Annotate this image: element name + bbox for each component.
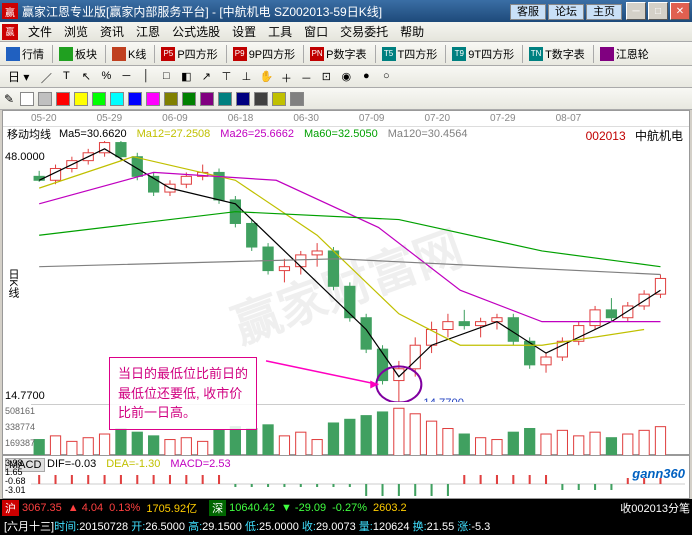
menu-工具[interactable]: 工具 [262, 23, 298, 41]
hu-change: ▲ 4.04 [68, 502, 103, 514]
draw-arw-icon[interactable]: ↗ [198, 69, 214, 85]
draw-lbl-icon[interactable]: ◧ [178, 69, 194, 85]
menu-icon: 赢 [2, 24, 18, 40]
draw-circ-icon[interactable]: ○ [378, 69, 394, 85]
color-swatch[interactable] [218, 92, 232, 106]
hu-pct: 0.13% [109, 502, 140, 514]
color-swatch[interactable] [200, 92, 214, 106]
menu-窗口[interactable]: 窗口 [298, 23, 334, 41]
color-swatch[interactable] [146, 92, 160, 106]
header-客服-button[interactable]: 客服 [510, 4, 546, 20]
tb-板块[interactable]: 板块 [55, 44, 101, 64]
draw-line-icon[interactable]: ／ [38, 69, 54, 85]
menu-资讯[interactable]: 资讯 [94, 23, 130, 41]
draw-hline-icon[interactable]: ─ [118, 69, 134, 85]
annotation-box: 当日的最低位比前日的最低位还要低, 收市价比前一日高。 [109, 357, 257, 430]
header-主页-button[interactable]: 主页 [586, 4, 622, 20]
hu-vol: 1705.92亿 [146, 500, 197, 516]
window-title: 赢家江恩专业版[赢家内部服务平台] - [中航机电 SZ002013-59日K线… [22, 3, 510, 20]
tb-9T四方形[interactable]: T99T四方形 [448, 44, 518, 64]
gann-logo: gann360 [632, 466, 685, 481]
toolbar-main: 行情板块 K线 P5P四方形 P99P四方形 PNP数字表 T5T四方形 T99T四方形 TN… [0, 42, 692, 66]
color-swatch[interactable] [272, 92, 286, 106]
period-selector[interactable]: 日 ▾ [4, 67, 33, 86]
statusbar-indices: 沪 3067.35 ▲ 4.04 0.13% 1705.92亿 深 10640.… [0, 499, 692, 517]
shen-index: 10640.42 [229, 502, 275, 514]
draw-hand-icon[interactable]: ✋ [258, 69, 274, 85]
menu-江恩[interactable]: 江恩 [130, 23, 166, 41]
color-swatch[interactable] [74, 92, 88, 106]
hu-badge: 沪 [2, 500, 19, 516]
minimize-button[interactable]: ─ [626, 2, 646, 20]
macd-panel[interactable]: MACD DIF=-0.03DEA=-1.30MACD=2.53 3.981.6… [2, 455, 690, 499]
toolbar-colors: ✎ [0, 88, 692, 110]
shen-badge: 深 [209, 500, 226, 516]
color-swatch[interactable] [20, 92, 34, 106]
ma-label: 移动均线 [7, 126, 51, 142]
chart-type-label: 日K线 [5, 268, 21, 297]
menu-交易委托[interactable]: 交易委托 [334, 23, 394, 41]
draw-box-icon[interactable]: □ [158, 69, 174, 85]
color-swatch[interactable] [182, 92, 196, 106]
color-swatch[interactable] [110, 92, 124, 106]
header-论坛-button[interactable]: 论坛 [548, 4, 584, 20]
shen-change: ▼ -29.09 [281, 502, 326, 514]
maximize-button[interactable]: □ [648, 2, 668, 20]
draw-vline-icon[interactable]: │ [138, 69, 154, 85]
tb-T四方形[interactable]: T5T四方形 [378, 44, 442, 64]
tb-江恩轮[interactable]: 江恩轮 [596, 44, 653, 64]
tb-P数字表[interactable]: PNP数字表 [306, 44, 370, 64]
color-swatch[interactable] [92, 92, 106, 106]
draw-zoomout-icon[interactable]: － [298, 69, 314, 85]
close-button[interactable]: ✕ [670, 2, 690, 20]
macd-values: DIF=-0.03DEA=-1.30MACD=2.53 [47, 458, 241, 470]
shen-pct: -0.27% [332, 502, 367, 514]
draw-ll-icon[interactable]: ⊥ [238, 69, 254, 85]
color-swatch[interactable] [236, 92, 250, 106]
draw-pct-icon[interactable]: % [98, 69, 114, 85]
pen-icon: ✎ [4, 92, 14, 106]
draw-dot-icon[interactable]: ● [358, 69, 374, 85]
statusbar-ohlc: [六月十三] 时间:20150728 开:26.5000 高:29.1500 低… [0, 517, 692, 535]
menu-浏览[interactable]: 浏览 [58, 23, 94, 41]
toolbar-draw: 日 ▾ ／T↖%─│□◧↗⊤⊥✋＋－⊡◉●○ [0, 66, 692, 88]
tb-T数字表[interactable]: TNT数字表 [525, 44, 589, 64]
color-swatch[interactable] [56, 92, 70, 106]
tb-行情[interactable]: 行情 [2, 44, 48, 64]
menu-文件[interactable]: 文件 [22, 23, 58, 41]
tb-P四方形[interactable]: P5P四方形 [157, 44, 221, 64]
draw-hl-icon[interactable]: ⊤ [218, 69, 234, 85]
draw-text-icon[interactable]: T [58, 69, 74, 85]
date-axis: 05-2005-2906-0906-1806-3007-0907-2007-29… [3, 111, 689, 127]
menu-设置[interactable]: 设置 [226, 23, 262, 41]
tb-9P四方形[interactable]: P99P四方形 [229, 44, 299, 64]
status-right: 收002013分笔 [620, 500, 690, 516]
color-swatch[interactable] [128, 92, 142, 106]
draw-cursor-icon[interactable]: ↖ [78, 69, 94, 85]
date-prefix: [六月十三] [4, 518, 54, 534]
menu-公式选股[interactable]: 公式选股 [166, 23, 226, 41]
menubar: 赢 文件浏览资讯江恩公式选股设置工具窗口交易委托帮助 [0, 22, 692, 42]
tb-K线[interactable]: K线 [108, 44, 150, 64]
color-swatch[interactable] [38, 92, 52, 106]
chart-area[interactable]: 赢家财富网 05-2005-2906-0906-1806-3007-0907-2… [2, 110, 690, 455]
color-swatch[interactable] [164, 92, 178, 106]
svg-text:14.7700: 14.7700 [423, 397, 464, 402]
draw-zoomin-icon[interactable]: ＋ [278, 69, 294, 85]
color-swatch[interactable] [254, 92, 268, 106]
titlebar: 赢 赢家江恩专业版[赢家内部服务平台] - [中航机电 SZ002013-59日… [0, 0, 692, 22]
ma-legend: 移动均线 Ma5=30.6620Ma12=27.2508Ma26=25.6662… [7, 127, 685, 141]
app-icon: 赢 [2, 3, 18, 19]
color-swatch[interactable] [290, 92, 304, 106]
draw-cycle-icon[interactable]: ◉ [338, 69, 354, 85]
draw-fit-icon[interactable]: ⊡ [318, 69, 334, 85]
menu-帮助[interactable]: 帮助 [394, 23, 430, 41]
shen-vol: 2603.2 [373, 502, 407, 514]
hu-index: 3067.35 [22, 502, 62, 514]
